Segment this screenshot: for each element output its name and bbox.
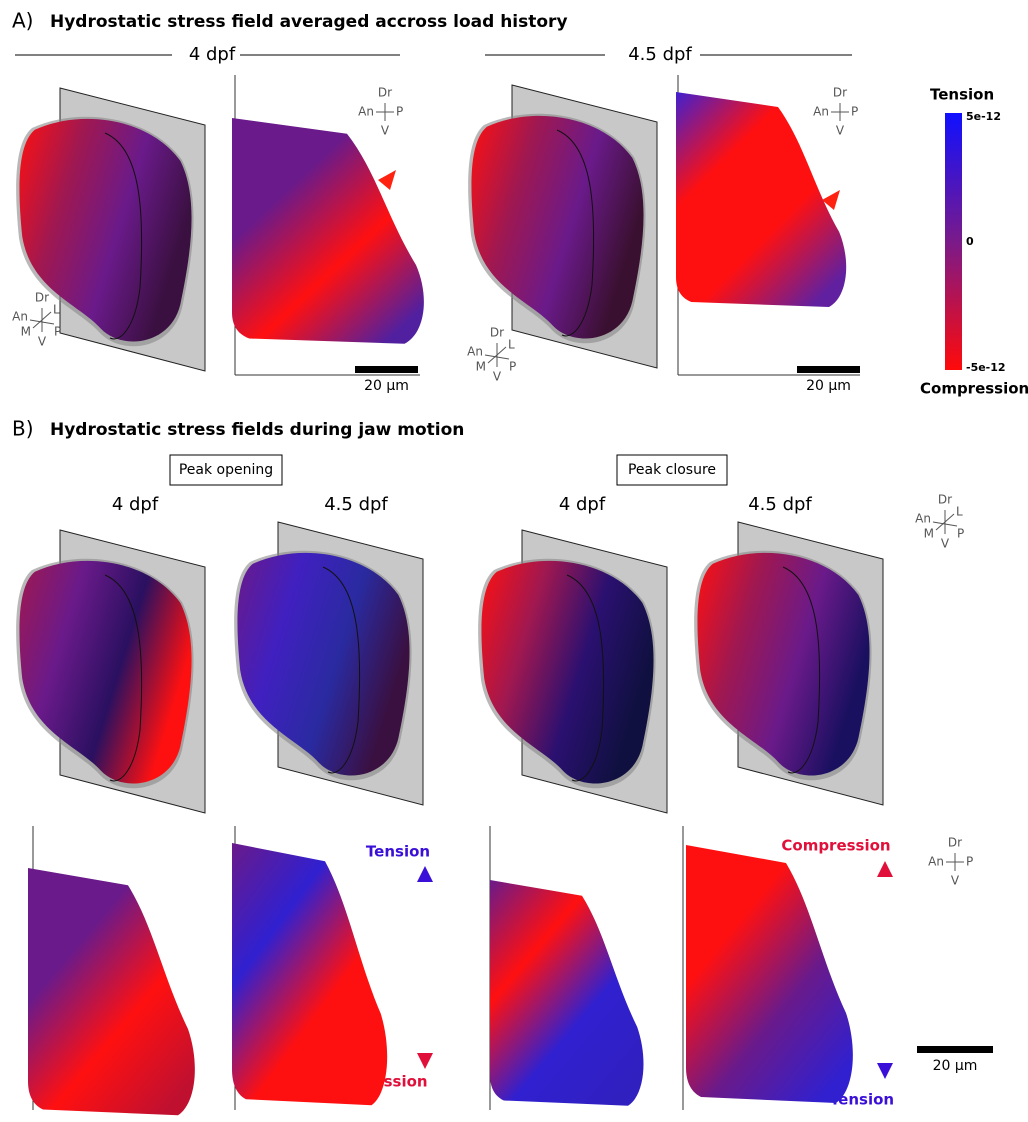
orientation-label: An [12,310,28,324]
colorbar-top-label: Tension [930,86,994,104]
orientation-label: Dr [490,326,504,340]
orientation-label: P [509,360,516,374]
colorbar [945,113,962,370]
panel-letter: A) [12,9,33,33]
orientation-label: V [951,874,960,888]
colorbar-tick: 0 [966,235,974,248]
orientation-label: L [508,338,515,352]
arrowhead [877,861,893,877]
panel-title: Hydrostatic stress fields during jaw mot… [50,420,464,440]
orientation-label: P [396,105,403,119]
stage-label: 4.5 dpf [324,494,388,515]
orientation-label: V [836,124,845,138]
stage-label: 4 dpf [112,494,159,515]
group-label: 4 dpf [189,44,236,65]
legend-top: Compression [781,837,890,855]
arrowhead-marker [378,170,396,190]
orientation-label: Dr [938,493,952,507]
scale-bar-label: 20 µm [364,378,409,394]
orientation-label: Dr [35,291,49,305]
colorbar-tick: -5e-12 [966,361,1006,374]
orientation-label: V [381,124,390,138]
legend-top: Tension [366,843,430,861]
scale-bar-label: 20 µm [806,378,851,394]
orientation-label: An [915,512,931,526]
scale-bar [797,366,860,373]
orientation-label: Dr [833,86,847,100]
orientation-label: An [358,105,374,119]
scale-bar [355,366,418,373]
stress-field-2d [28,868,195,1115]
arrowhead [417,866,433,882]
arrowhead [877,1063,893,1079]
stage-label: 4.5 dpf [748,494,812,515]
scale-bar-label: 20 µm [933,1058,978,1074]
orientation-label: M [476,360,486,374]
stress-field-3d [19,561,191,784]
phase-label: Peak opening [179,462,273,478]
stress-field-3d [19,119,191,342]
orientation-label: P [966,855,973,869]
orientation-label: P [957,527,964,541]
orientation-label: P [54,325,61,339]
orientation-label: M [924,527,934,541]
stress-field-3d [471,116,643,339]
panel-title: Hydrostatic stress field averaged accros… [50,12,568,32]
orientation-label: Dr [378,86,392,100]
orientation-label: Dr [948,836,962,850]
orientation-label: L [53,303,60,317]
stress-field-3d [481,561,653,784]
arrowhead [417,1053,433,1069]
colorbar-bottom-label: Compression [920,380,1028,398]
orientation-label: An [928,855,944,869]
stress-field-3d [237,553,409,776]
stage-label: 4 dpf [559,494,606,515]
figure: A) Hydrostatic stress field averaged acc… [0,0,1028,1122]
colorbar-tick: 5e-12 [966,110,1001,123]
orientation-label: V [941,537,950,551]
stress-field-2d [232,843,387,1105]
scale-bar [917,1046,993,1053]
stress-field-3d [697,553,869,776]
orientation-label: L [956,505,963,519]
stress-field-2d [232,118,424,344]
phase-label: Peak closure [628,462,716,478]
orientation-label: An [467,345,483,359]
orientation-label: M [21,325,31,339]
group-label: 4.5 dpf [628,44,692,65]
panel-letter: B) [12,417,34,441]
orientation-label: An [813,105,829,119]
stress-field-2d [676,92,846,307]
orientation-label: V [38,335,47,349]
stress-field-2d [686,845,853,1103]
orientation-label: V [493,370,502,384]
stress-field-2d [490,880,644,1106]
orientation-label: P [851,105,858,119]
